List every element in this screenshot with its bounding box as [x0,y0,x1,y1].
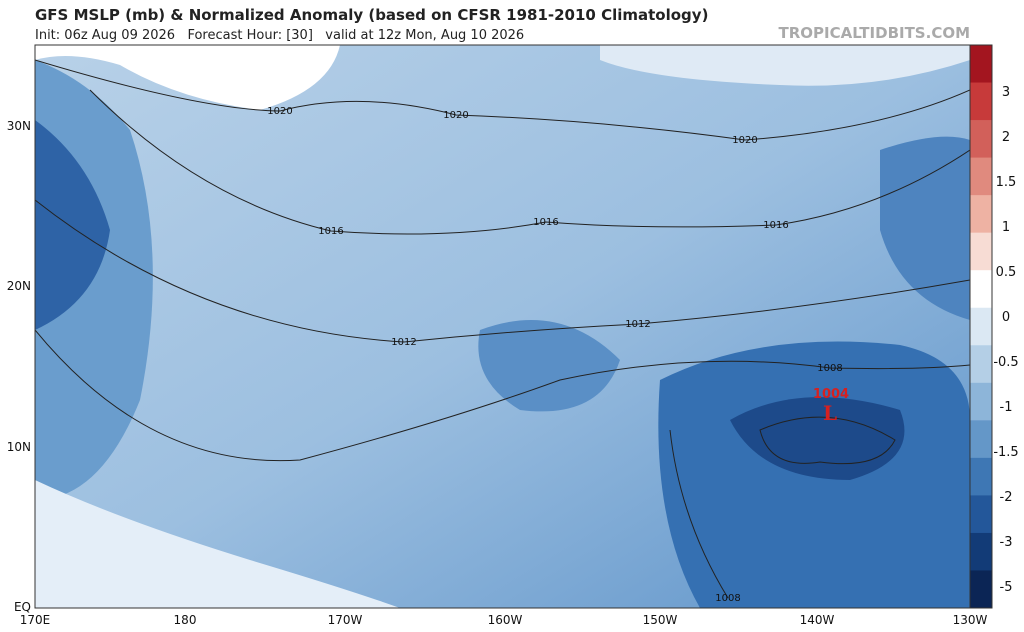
lat-label: 10N [7,440,31,454]
watermark: TROPICALTIDBITS.COM [779,24,971,42]
colorbar-label: 1 [1002,220,1010,235]
colorbar-swatch [970,120,992,159]
colorbar-label: -2 [1000,490,1013,505]
lon-label: 170W [328,613,363,627]
lon-label: 160W [488,613,523,627]
colorbar-label: -1.5 [993,445,1018,460]
colorbar-swatch [970,382,992,421]
colorbar-label: 0 [1002,310,1010,325]
colorbar-label: -1 [1000,400,1013,415]
colorbar-swatch [970,307,992,346]
lon-label: 130W [953,613,988,627]
isobar-label: 1016 [533,217,558,228]
colorbar-swatch [970,195,992,234]
isobar-label: 1008 [817,363,842,374]
map-field [35,45,970,608]
lon-label: 150W [643,613,678,627]
colorbar-swatch [970,270,992,309]
map-frame [34,44,971,609]
title: GFS MSLP (mb) & Normalized Anomaly (base… [35,6,708,24]
colorbar-label: 3 [1002,85,1010,100]
lon-label: 180 [174,613,197,627]
colorbar-swatch [970,457,992,496]
isobar-label: 1016 [318,226,343,237]
isobar-label: 1020 [732,135,757,146]
colorbar-swatch [970,82,992,121]
isobar-label: 1016 [763,220,788,231]
colorbar-label: -3 [1000,535,1013,550]
lon-label: 140W [800,613,835,627]
colorbar-swatch [970,345,992,384]
isobar-label: 1008 [715,593,740,604]
colorbar-swatch [970,420,992,459]
colorbar-swatch [970,495,992,534]
colorbar-swatch [970,570,992,609]
lon-label: 170E [20,613,51,627]
colorbar-swatch [970,45,992,84]
colorbar-swatch [970,232,992,271]
lat-label: EQ [14,600,31,614]
colorbar-swatch [970,532,992,571]
colorbar-label: -0.5 [993,355,1018,370]
isobar-label: 1012 [391,337,416,348]
colorbar-label: 2 [1002,130,1010,145]
colorbar-label: 0.5 [996,265,1017,280]
low-symbol: L [823,401,837,425]
isobar-label: 1020 [267,106,292,117]
lat-label: 30N [7,119,31,133]
subtitle: Init: 06z Aug 09 2026 Forecast Hour: [30… [35,28,524,43]
colorbar-swatch [970,157,992,196]
colorbar-label: 1.5 [996,175,1017,190]
colorbar-label: -5 [1000,580,1013,595]
lat-label: 20N [7,279,31,293]
isobar-label: 1012 [625,319,650,330]
low-pressure-value: 1004 [813,387,849,402]
isobar-label: 1020 [443,110,468,121]
